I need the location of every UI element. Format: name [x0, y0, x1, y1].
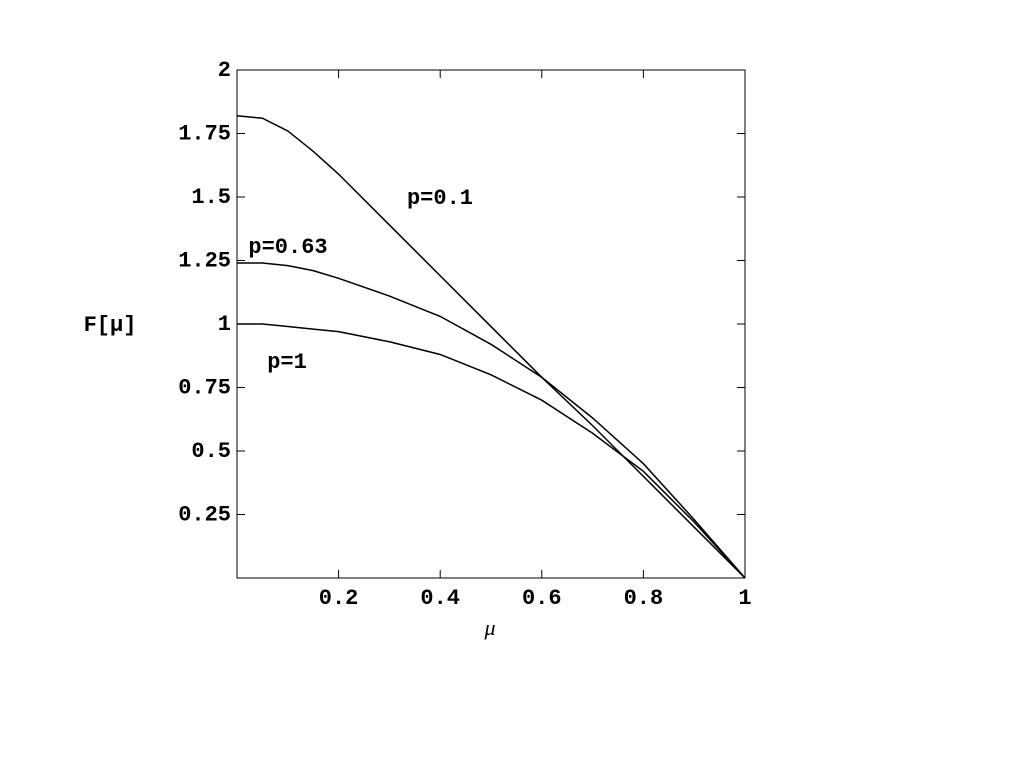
- y-tick-label: 0.5: [191, 439, 231, 464]
- series-label: p=1: [267, 350, 307, 375]
- y-tick-label: 0.25: [178, 502, 231, 527]
- series-line: [237, 323, 746, 579]
- series-line: [237, 262, 746, 579]
- y-tick-label: 1.5: [191, 185, 231, 210]
- y-axis-title: F[μ]: [84, 313, 137, 338]
- x-axis-title: μ: [483, 615, 495, 640]
- x-tick-label: 0.2: [319, 586, 359, 611]
- y-tick-label: 1.75: [178, 121, 231, 146]
- x-tick-label: 0.6: [522, 586, 562, 611]
- y-tick-label: 0.75: [178, 375, 231, 400]
- series-label: p=0.1: [407, 186, 473, 211]
- y-tick-label: 1: [218, 312, 231, 337]
- x-tick-label: 0.4: [420, 586, 460, 611]
- series-label: p=0.63: [248, 235, 327, 260]
- y-tick-label: 1.25: [178, 248, 231, 273]
- x-tick-label: 0.8: [624, 586, 664, 611]
- series-line: [236, 114, 746, 579]
- y-tick-label: 2: [218, 58, 231, 83]
- x-tick-label: 1: [738, 586, 751, 611]
